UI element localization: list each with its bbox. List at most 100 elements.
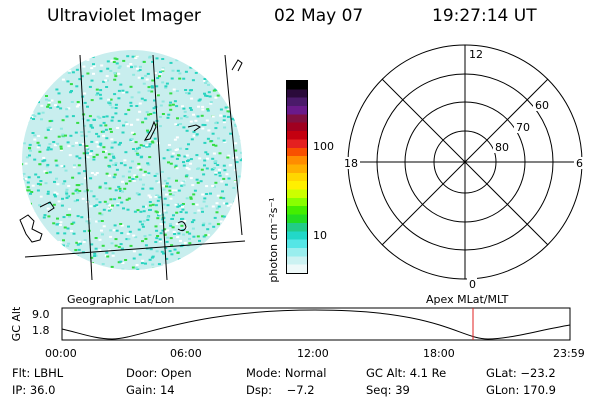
speckle-pixel: [22, 59, 26, 62]
speckle-pixel: [61, 244, 65, 247]
speckle-pixel: [189, 120, 193, 123]
speckle-pixel: [208, 275, 211, 277]
speckle-pixel: [24, 104, 28, 107]
speckle-pixel: [160, 250, 164, 253]
speckle-pixel: [77, 104, 81, 107]
speckle-pixel: [142, 174, 146, 177]
speckle-pixel: [204, 253, 208, 256]
speckle-pixel: [129, 139, 133, 142]
speckle-pixel: [75, 68, 79, 71]
speckle-pixel: [33, 252, 37, 255]
speckle-pixel: [100, 220, 104, 222]
speckle-pixel: [58, 70, 62, 73]
speckle-pixel: [178, 77, 182, 80]
speckle-pixel: [137, 228, 141, 231]
speckle-pixel: [158, 238, 162, 241]
speckle-pixel: [29, 235, 33, 238]
speckle-pixel: [26, 181, 30, 184]
speckle-pixel: [205, 76, 209, 79]
speckle-pixel: [69, 91, 73, 94]
speckle-pixel: [134, 141, 138, 144]
speckle-pixel: [146, 216, 150, 219]
speckle-pixel: [135, 55, 139, 58]
speckle-pixel: [243, 56, 246, 58]
speckle-pixel: [53, 191, 57, 194]
speckle-pixel: [61, 134, 65, 137]
speckle-pixel: [22, 271, 25, 273]
speckle-pixel: [59, 147, 63, 150]
speckle-pixel: [227, 222, 230, 225]
speckle-pixel: [227, 67, 231, 70]
speckle-pixel: [75, 241, 79, 244]
mlt-label-12: 12: [469, 48, 483, 61]
speckle-pixel: [208, 95, 212, 98]
speckle-pixel: [140, 97, 144, 100]
speckle-pixel: [171, 194, 175, 197]
speckle-pixel: [38, 163, 42, 166]
status-filter: Flt: LBHL: [12, 366, 64, 380]
speckle-pixel: [158, 75, 161, 78]
speckle-pixel: [154, 123, 158, 126]
speckle-pixel: [162, 209, 166, 212]
speckle-pixel: [114, 103, 118, 106]
speckle-pixel: [222, 139, 226, 142]
speckle-pixel: [114, 272, 117, 274]
speckle-pixel: [128, 176, 131, 179]
speckle-pixel: [121, 190, 124, 193]
speckle-pixel: [31, 260, 35, 263]
speckle-pixel: [22, 142, 26, 145]
speckle-pixel: [235, 156, 239, 159]
speckle-pixel: [62, 271, 65, 273]
speckle-pixel: [189, 196, 193, 199]
speckle-pixel: [86, 119, 90, 122]
speckle-pixel: [176, 205, 180, 208]
speckle-pixel: [213, 162, 217, 165]
speckle-pixel: [67, 145, 71, 148]
speckle-pixel: [151, 60, 155, 63]
speckle-pixel: [37, 135, 41, 137]
status-glon: GLon: 170.9: [486, 383, 556, 397]
speckle-pixel: [184, 211, 188, 214]
speckle-pixel: [119, 190, 123, 192]
speckle-pixel: [136, 118, 140, 121]
speckle-pixel: [126, 65, 130, 68]
speckle-pixel: [25, 244, 29, 247]
speckle-pixel: [222, 197, 226, 200]
speckle-pixel: [63, 226, 67, 229]
speckle-pixel: [140, 262, 144, 265]
speckle-pixel: [212, 152, 216, 155]
speckle-pixel: [39, 195, 43, 198]
speckle-pixel: [156, 94, 160, 97]
speckle-pixel: [102, 80, 106, 83]
speckle-pixel: [204, 151, 208, 154]
speckle-pixel: [183, 115, 187, 118]
speckle-pixel: [239, 251, 242, 254]
speckle-pixel: [205, 119, 209, 122]
speckle-pixel: [75, 255, 79, 258]
speckle-pixel: [224, 106, 228, 109]
speckle-pixel: [176, 69, 180, 72]
speckle-pixel: [91, 55, 95, 58]
altitude-strip-plot: 9.0 1.8 GC Alt: [10, 306, 571, 341]
speckle-pixel: [222, 223, 226, 226]
speckle-pixel: [98, 186, 102, 189]
speckle-pixel: [176, 117, 179, 120]
speckle-pixel: [201, 123, 205, 126]
status-dsp: Dsp: −7.2: [246, 383, 315, 397]
colorbar-unit-label: photon cm⁻²s⁻¹: [267, 197, 280, 282]
speckle-pixel: [185, 167, 189, 169]
speckle-pixel: [161, 113, 165, 115]
speckle-pixel: [136, 268, 140, 270]
speckle-pixel: [217, 168, 221, 171]
speckle-pixel: [244, 129, 247, 131]
time-tick-1800: 18:00: [423, 347, 455, 360]
speckle-pixel: [22, 141, 24, 144]
speckle-pixel: [46, 62, 50, 65]
speckle-pixel: [45, 235, 49, 238]
speckle-pixel: [107, 209, 111, 212]
speckle-pixel: [77, 269, 81, 270]
speckle-pixel: [205, 167, 209, 170]
speckle-pixel: [64, 261, 68, 264]
speckle-pixel: [207, 91, 211, 94]
speckle-pixel: [33, 134, 37, 137]
